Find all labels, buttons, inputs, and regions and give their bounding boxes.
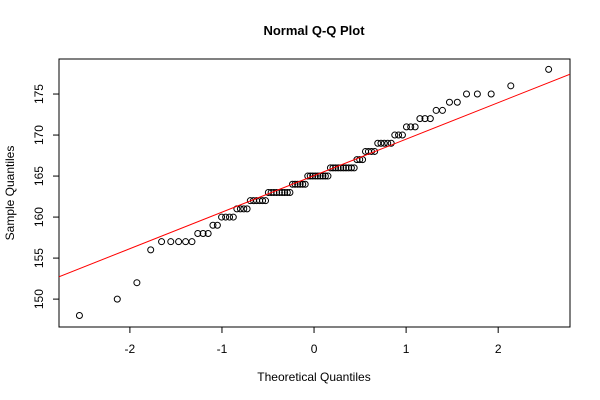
- point: [167, 238, 175, 246]
- point: [278, 188, 286, 196]
- point: [301, 180, 309, 188]
- point: [226, 213, 234, 221]
- point: [339, 164, 347, 172]
- point: [487, 90, 495, 98]
- point: [374, 139, 382, 147]
- point: [445, 98, 453, 106]
- point: [147, 246, 155, 254]
- point: [416, 115, 424, 123]
- point: [243, 205, 251, 213]
- point: [438, 106, 446, 114]
- point: [411, 123, 419, 131]
- chart-title: Normal Q-Q Plot: [263, 23, 365, 38]
- point: [426, 115, 434, 123]
- x-tick-label: 0: [311, 342, 318, 356]
- point: [294, 180, 302, 188]
- point: [334, 164, 342, 172]
- point: [329, 164, 337, 172]
- point: [473, 90, 481, 98]
- point: [398, 131, 406, 139]
- point: [377, 139, 385, 147]
- point: [288, 180, 296, 188]
- point: [158, 238, 166, 246]
- x-axis-label: Theoretical Quantiles: [257, 370, 370, 384]
- point: [213, 221, 221, 229]
- point: [402, 123, 410, 131]
- point: [324, 172, 332, 180]
- x-tick-label: 1: [403, 342, 410, 356]
- point: [182, 238, 190, 246]
- y-tick-label: 150: [32, 289, 46, 309]
- reference-line: [59, 73, 570, 278]
- point: [262, 197, 270, 205]
- point: [240, 205, 248, 213]
- y-tick-label: 170: [32, 125, 46, 145]
- y-tick-label: 165: [32, 166, 46, 186]
- point: [371, 147, 379, 155]
- point: [281, 188, 289, 196]
- x-tick-label: -2: [125, 342, 136, 356]
- point: [380, 139, 388, 147]
- point: [309, 172, 317, 180]
- point: [304, 172, 312, 180]
- point: [188, 238, 196, 246]
- point: [407, 123, 415, 131]
- point: [319, 172, 327, 180]
- point: [545, 65, 553, 73]
- point: [209, 221, 217, 229]
- y-tick-label: 175: [32, 84, 46, 104]
- point: [229, 213, 237, 221]
- y-tick-label: 155: [32, 248, 46, 268]
- y-tick-label: 160: [32, 207, 46, 227]
- point: [175, 238, 183, 246]
- y-axis-label: Sample Quantiles: [3, 146, 17, 241]
- point: [286, 188, 294, 196]
- point: [350, 164, 358, 172]
- point: [273, 188, 281, 196]
- point: [432, 106, 440, 114]
- point: [321, 172, 329, 180]
- point: [387, 139, 395, 147]
- point: [283, 188, 291, 196]
- point: [222, 213, 230, 221]
- point: [194, 229, 202, 237]
- point: [133, 279, 141, 287]
- point: [421, 115, 429, 123]
- point: [218, 213, 226, 221]
- point: [347, 164, 355, 172]
- point: [259, 197, 267, 205]
- point: [356, 156, 364, 164]
- point: [342, 164, 350, 172]
- point: [199, 229, 207, 237]
- point: [204, 229, 212, 237]
- point: [299, 180, 307, 188]
- point: [391, 131, 399, 139]
- point: [395, 131, 403, 139]
- plot-box: [58, 58, 571, 328]
- point: [507, 82, 515, 90]
- x-tick-label: 2: [495, 342, 502, 356]
- point: [453, 98, 461, 106]
- point: [113, 295, 121, 303]
- point: [463, 90, 471, 98]
- point: [314, 172, 322, 180]
- x-tick-label: -1: [217, 342, 228, 356]
- point: [75, 312, 83, 320]
- point: [236, 205, 244, 213]
